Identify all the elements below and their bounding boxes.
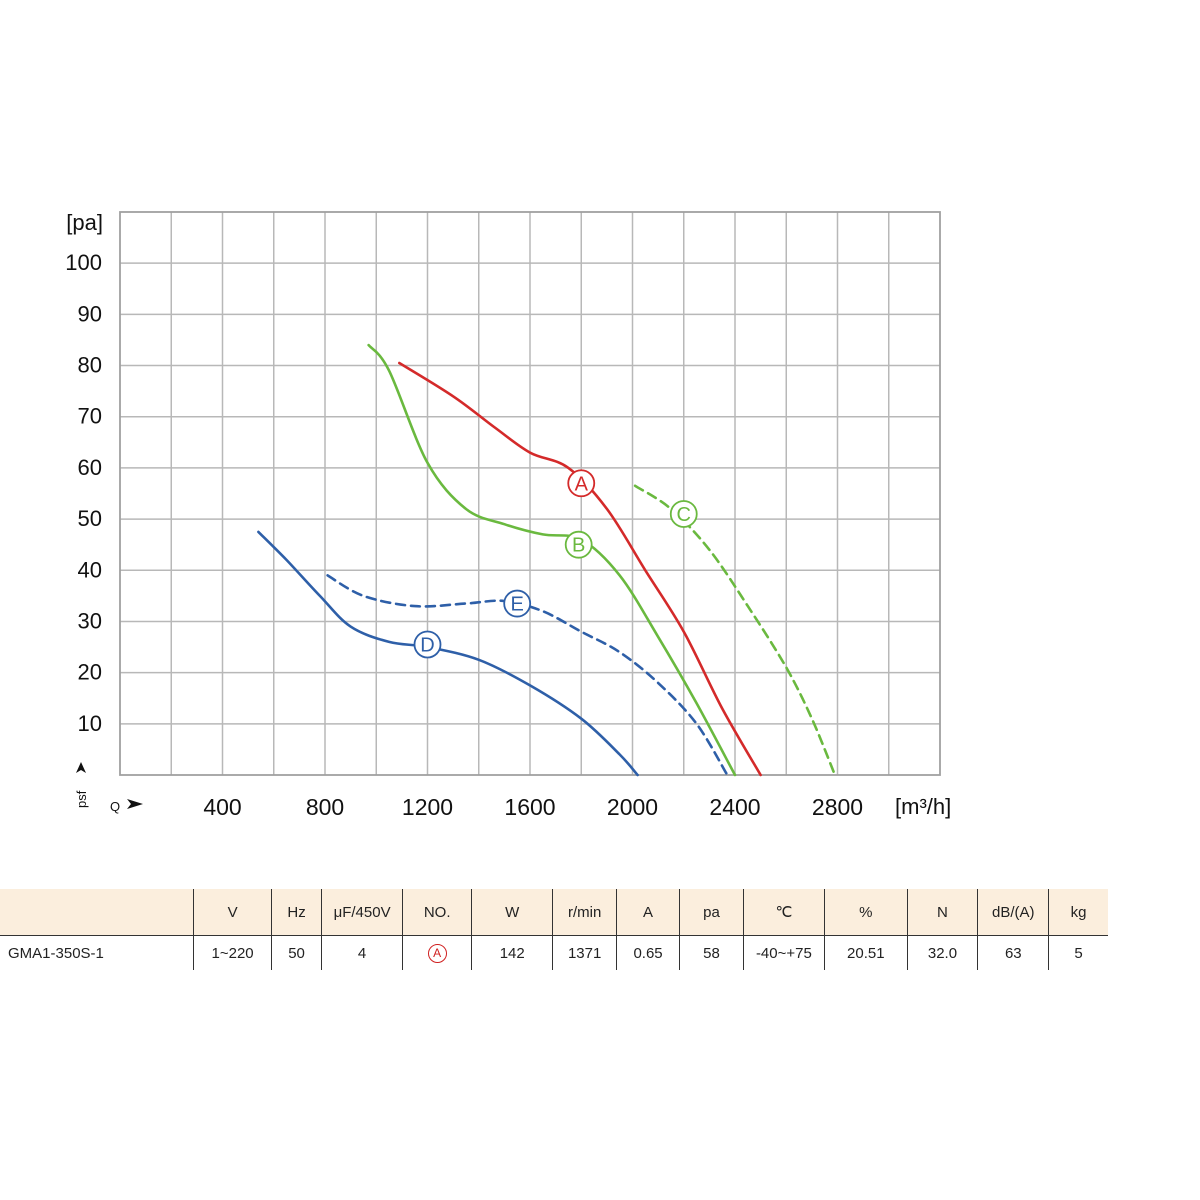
x-axis-unit: [m³/h] [895,794,951,819]
header-voltage: V [192,889,272,936]
series-label-c: C [677,504,691,526]
cell-capacitor: 4 [320,935,403,970]
x-tick-label: 2000 [607,794,658,820]
header-temperature: ℃ [742,889,825,936]
cell-current: 0.65 [615,935,680,970]
cell-frequency: 50 [271,935,322,970]
y-tick-label: 100 [65,250,102,275]
y-axis-symbol: psf [74,790,89,808]
cell-noise: 63 [977,935,1049,970]
cell-weight: 5 [1048,935,1108,970]
header-frequency: Hz [271,889,322,936]
header-pressure: pa [679,889,744,936]
series-label-circle-a [567,469,596,498]
y-tick-label: 20 [78,660,102,685]
cell-curve-no: A [402,935,472,970]
header-current: A [615,889,680,936]
cell-voltage: 1~220 [192,935,272,970]
series-label-circle-e [503,589,532,618]
header-model [0,889,194,936]
cell-power: 142 [471,935,553,970]
x-tick-label: 2800 [812,794,863,820]
series-label-b: B [572,535,585,557]
header-speed: r/min [552,889,617,936]
chart-axes: 10 20 30 40 50 60 70 80 90 100 [pa] 400 800 1200 1600 2… [65,210,951,820]
series-label-circle-d [413,630,442,659]
spec-data-row: GMA1-350S-1 1~220 50 4 A 142 1371 0.65 5… [0,935,1108,970]
series-label-circle-c [669,500,698,528]
x-tick-label: 400 [203,794,241,820]
x-axis-symbol: Q [110,799,120,814]
y-tick-label: 60 [78,455,102,480]
header-n: N [906,889,978,936]
plot-frame [119,211,941,776]
y-tick-label: 30 [78,608,102,633]
chart-series [257,343,837,777]
header-curve-no: NO. [402,889,472,936]
series-label-a: A [575,473,589,495]
series-label-circle-b [564,530,593,559]
series-label-d: D [420,634,434,656]
header-weight: kg [1048,889,1108,936]
series-label-e: E [511,594,524,616]
header-capacitor: μF/450V [320,889,403,936]
y-axis-arrow-icon [76,762,86,773]
y-tick-label: 80 [78,353,102,378]
y-tick-label: 90 [78,301,102,326]
y-tick-label: 50 [78,506,102,531]
series-line-b [367,343,737,777]
y-tick-label: 10 [78,711,102,736]
curve-no-badge: A [427,943,447,963]
cell-efficiency: 20.51 [824,935,908,970]
x-axis-arrow-icon [127,799,143,809]
cell-speed: 1371 [552,935,617,970]
fan-spec-table: V Hz μF/450V NO. W r/min A pa ℃ % N dB/(… [0,889,1108,970]
header-power: W [471,889,553,936]
fan-performance-chart: 10 20 30 40 50 60 70 80 90 100 [pa] 400 800 1200 1600 2… [65,210,951,820]
series-line-c [633,484,837,777]
series-line-e [326,574,729,777]
y-axis-unit: [pa] [66,210,103,235]
x-tick-label: 1200 [402,794,453,820]
chart-grid [120,212,940,775]
cell-model: GMA1-350S-1 [8,944,104,962]
y-tick-label: 70 [78,404,102,429]
y-tick-label: 40 [78,557,102,582]
header-noise: dB/(A) [977,889,1049,936]
header-efficiency: % [824,889,908,936]
cell-n: 32.0 [906,935,978,970]
x-tick-label: 800 [306,794,344,820]
series-line-a [398,361,762,777]
x-tick-label: 1600 [504,794,555,820]
cell-pressure: 58 [679,935,744,970]
spec-header-row: V Hz μF/450V NO. W r/min A pa ℃ % N dB/(… [0,889,1108,936]
chart-labels: A B C D E [413,469,698,659]
x-tick-label: 2400 [709,794,760,820]
cell-temperature: -40~+75 [742,935,825,970]
